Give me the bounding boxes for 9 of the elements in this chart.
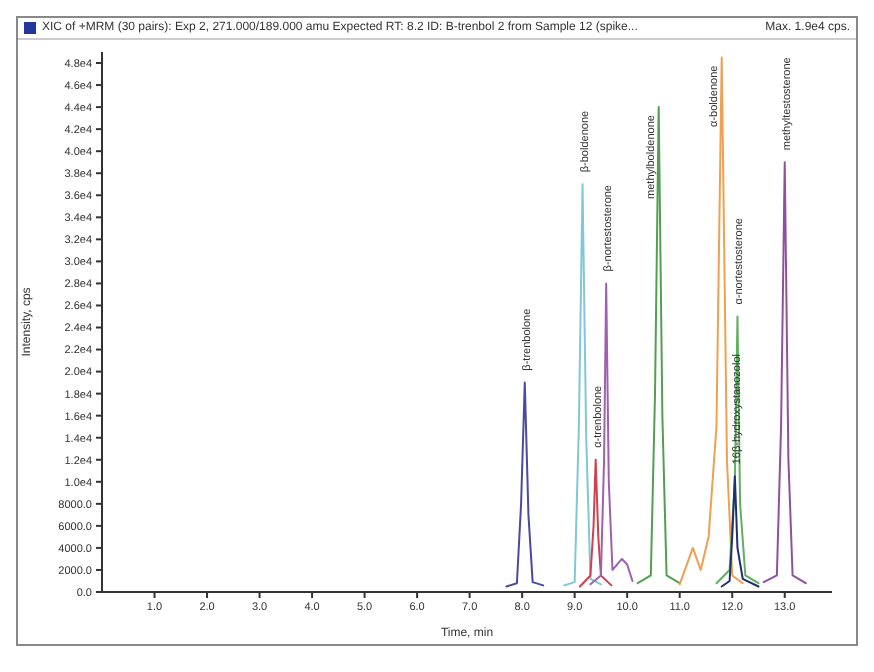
line-series xyxy=(563,183,602,587)
line-series xyxy=(505,381,545,588)
line-series xyxy=(762,161,807,585)
line-series xyxy=(678,56,744,586)
line-series xyxy=(715,315,760,585)
line-series xyxy=(578,458,613,588)
line-series xyxy=(636,106,681,585)
line-series xyxy=(720,475,760,588)
line-series xyxy=(589,282,634,586)
